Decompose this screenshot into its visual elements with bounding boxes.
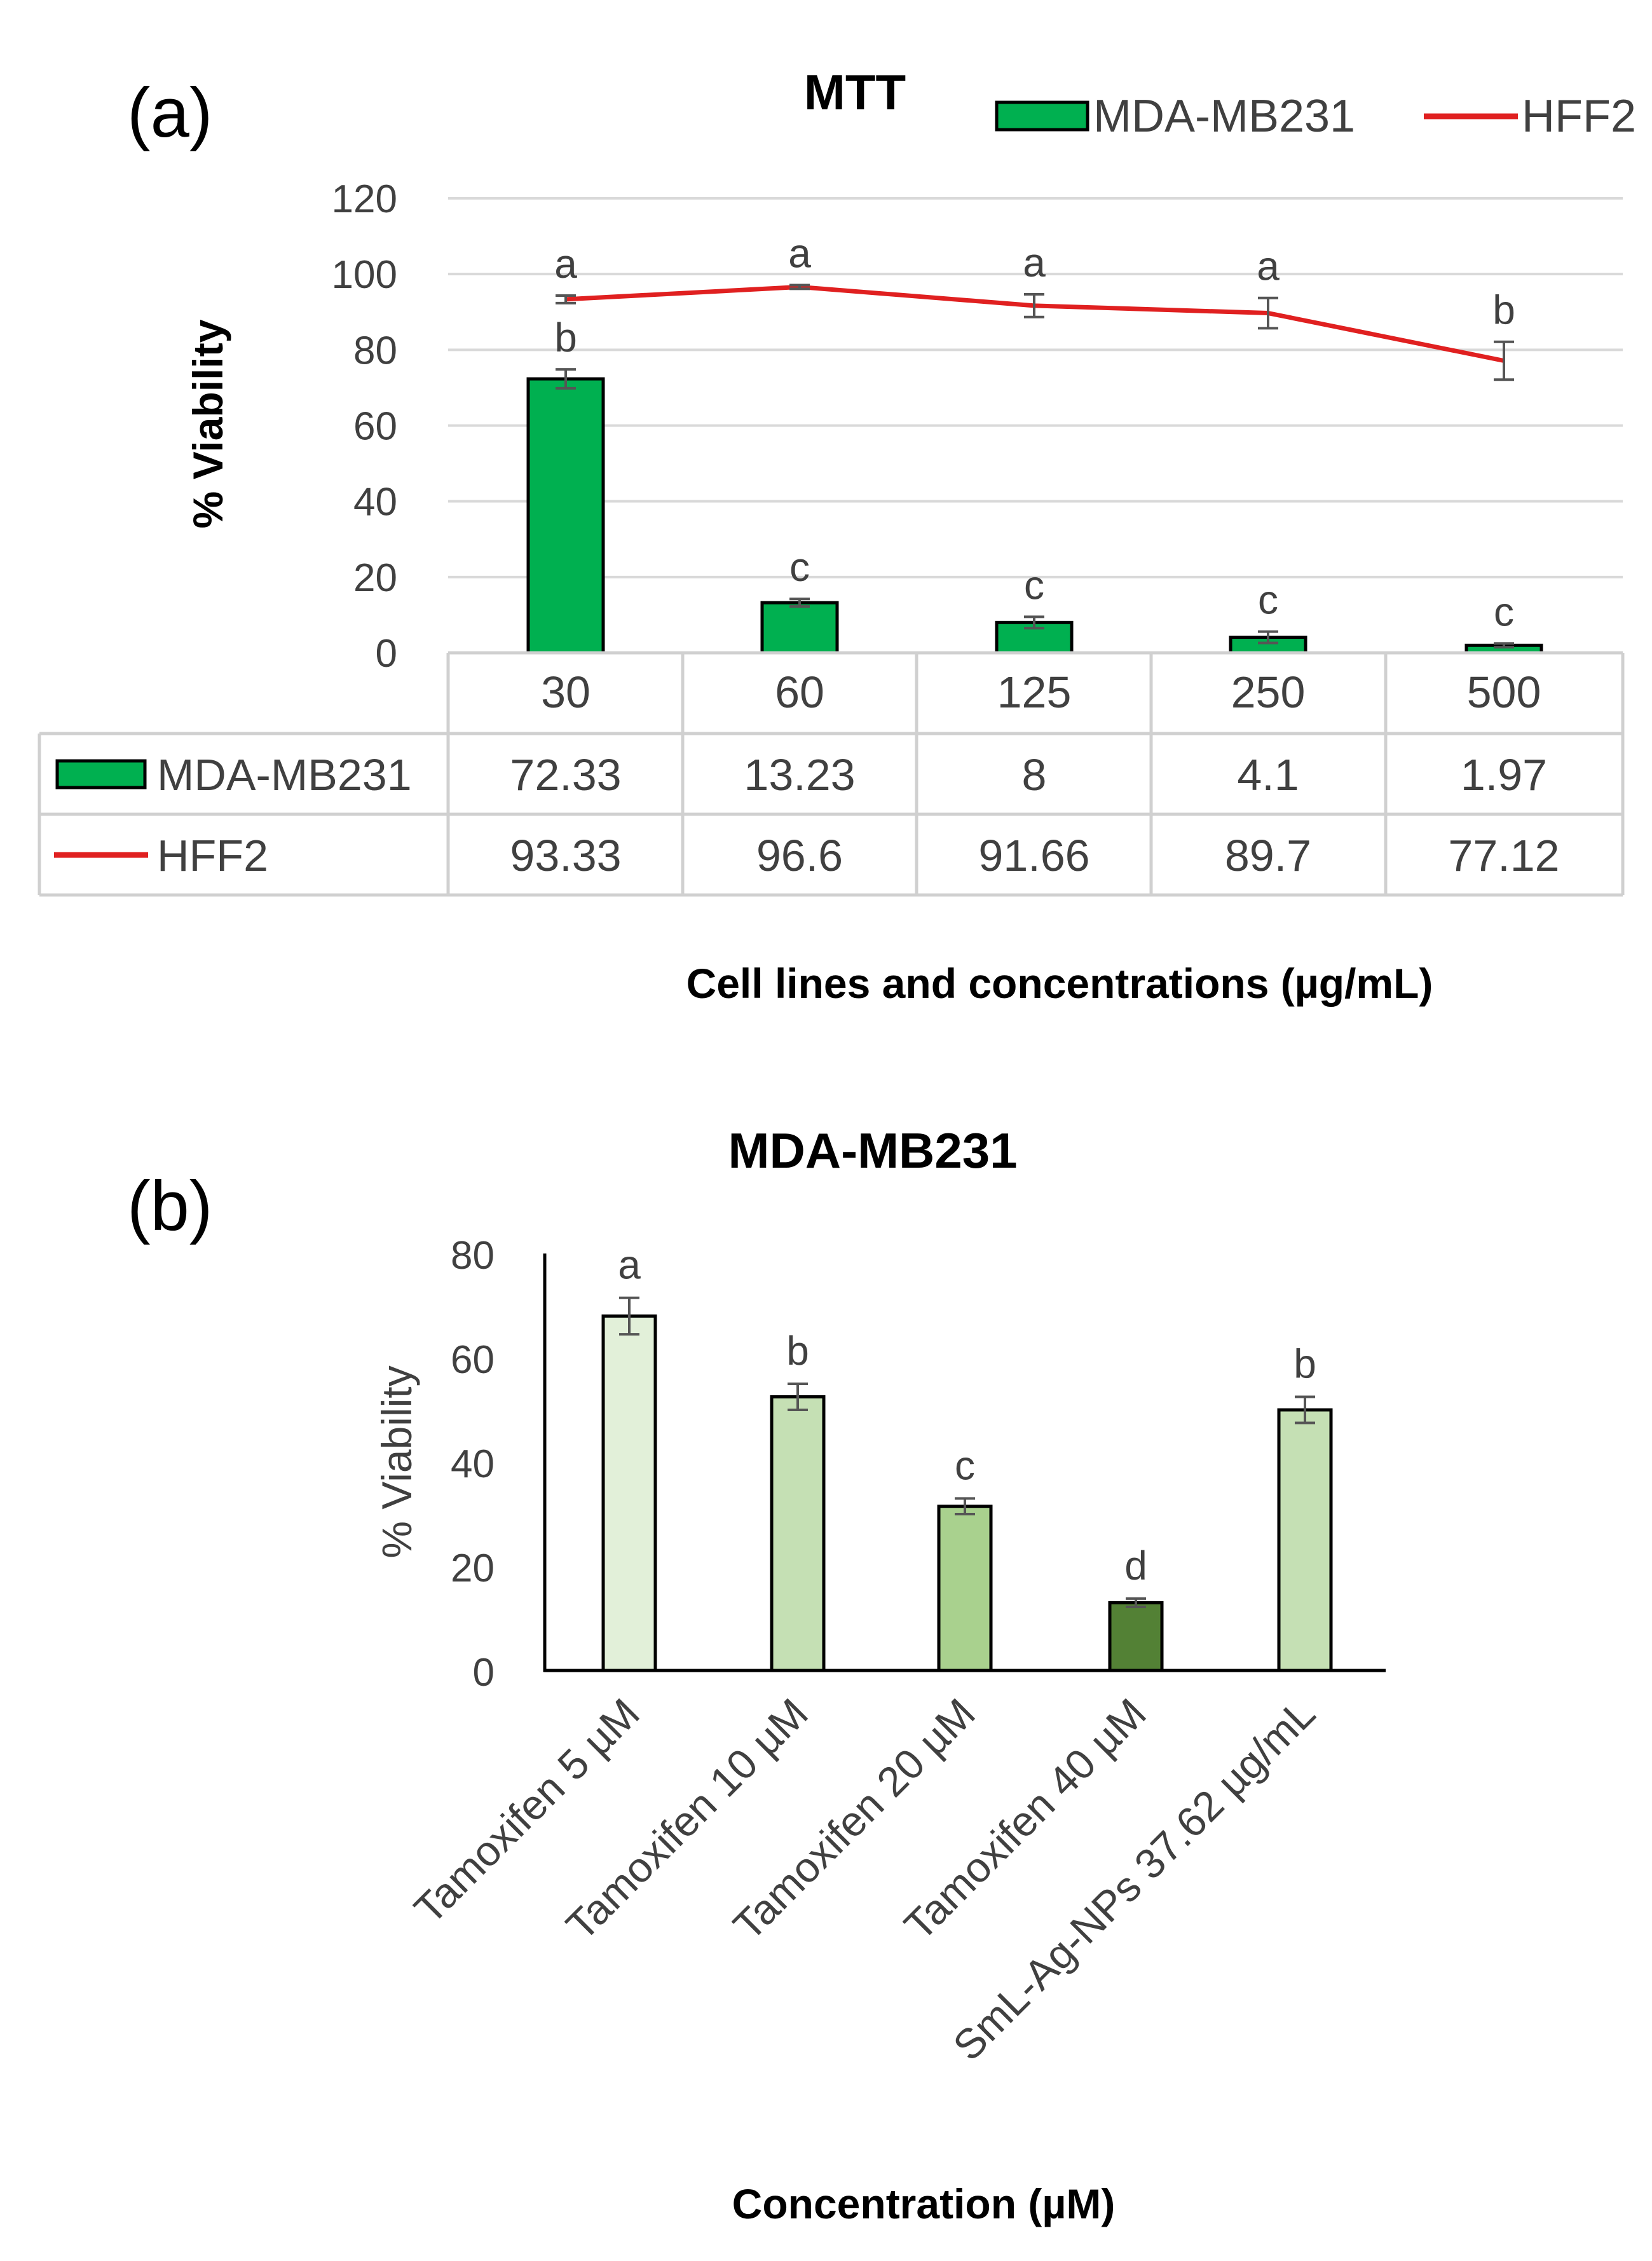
sig-letter-hff2-250: a [1257,243,1280,289]
table-category-60: 60 [775,667,824,717]
table-mda-swatch [55,759,147,789]
data-table-values: 30 72.33 93.33 60 13.23 96.6 125 8 91.66 250 4.1 89… [510,667,1559,880]
panel-a-title: MTT [804,64,906,120]
table-category-125: 125 [997,667,1072,717]
y-tick-a-120: 120 [332,177,397,221]
bar-mda-30 [526,377,605,655]
panel-a-line: a a a ab [554,230,1515,381]
sig-letter-mda-250: c [1258,577,1278,623]
table-mda-value-125: 8 [1022,750,1047,800]
panel-a-label: (a) [127,74,212,152]
panel-b-bars: a b c d b [601,1242,1333,1672]
sig-letter-mda-60: c [789,544,810,590]
panel-a-x-axis-label: Cell lines and concentrations (µg/mL) [686,960,1433,1007]
sig-letter-b-0: a [618,1242,641,1288]
panel-b-title: MDA-MB231 [728,1123,1017,1178]
panel-b-y-ticks: 0 20 40 60 80 [451,1234,495,1695]
table-mda-value-60: 13.23 [744,750,855,800]
panel-a-y-axis-label: % Viability [184,319,231,528]
panel-a-gridlines [448,197,1623,578]
y-tick-a-60: 60 [353,405,397,449]
table-category-500: 500 [1467,667,1541,717]
table-hff2-value-30: 93.33 [510,831,621,880]
legend-mda-label: MDA-MB231 [1093,91,1355,142]
bar-b-3 [1108,1601,1164,1672]
panel-b-label: (b) [127,1167,212,1245]
sig-letter-mda-500: c [1494,589,1514,634]
sig-letter-mda-125: c [1024,562,1044,608]
bar-b-1 [770,1395,826,1672]
table-hff2-value-125: 91.66 [978,831,1089,880]
sig-letter-b-3: d [1124,1543,1147,1588]
sig-letter-hff2-60: a [788,230,811,276]
table-category-250: 250 [1231,667,1306,717]
sig-letter-b-4: b [1294,1341,1316,1387]
y-tick-a-80: 80 [353,329,397,372]
table-hff2-value-500: 77.12 [1448,831,1559,880]
sig-letter-b-2: c [955,1442,975,1488]
panel-b: (b) MDA-MB231 % Viability 0 20 40 60 80 a b c d… [127,1123,1386,2227]
table-hff2-value-250: 89.7 [1225,831,1311,880]
bar-b-0 [601,1314,657,1672]
panel-a: (a) MTT MDA-MB231 HFF2 % Viability 0 20 40… [38,64,1636,1007]
bar-mda-60 [760,601,839,655]
legend-mda-swatch [995,100,1089,132]
table-hff2-label: HFF2 [157,831,268,880]
y-tick-b-20: 20 [451,1547,495,1590]
y-tick-b-0: 0 [473,1651,495,1695]
sig-letter-b-1: b [786,1328,809,1374]
legend-hff2-label: HFF2 [1522,91,1636,142]
y-tick-b-80: 80 [451,1234,495,1278]
bar-mda-125 [995,620,1074,655]
data-table [38,651,1625,897]
table-category-30: 30 [541,667,590,717]
bar-b-2 [937,1505,993,1672]
y-tick-b-60: 60 [451,1338,495,1382]
y-tick-b-40: 40 [451,1442,495,1486]
y-tick-a-0: 0 [376,632,397,676]
table-hff2-value-60: 96.6 [756,831,843,880]
panel-a-bars: b c c c c [526,315,1543,655]
y-tick-a-40: 40 [353,481,397,524]
table-mda-value-250: 4.1 [1237,750,1299,800]
panel-a-y-ticks: 0 20 40 60 80 100 120 [332,177,397,676]
bar-b-4 [1277,1408,1333,1672]
panel-b-x-axis-label: Concentration (µM) [732,2180,1116,2227]
sig-letter-hff2-30: a [554,241,577,287]
sig-letter-hff2-125: a [1023,240,1046,285]
y-tick-a-100: 100 [332,253,397,297]
table-mda-value-500: 1.97 [1461,750,1547,800]
panel-b-y-axis-label: % Viability [373,1365,420,1558]
sig-letter-hff2-500: b [1492,287,1515,333]
y-tick-a-20: 20 [353,556,397,600]
sig-letter-mda-30: b [554,315,577,360]
table-mda-label: MDA-MB231 [157,750,412,800]
table-mda-value-30: 72.33 [510,750,621,800]
x-tick-b-4: SmL-Ag-NPs 37.62 µg/mL [944,1690,1324,2070]
